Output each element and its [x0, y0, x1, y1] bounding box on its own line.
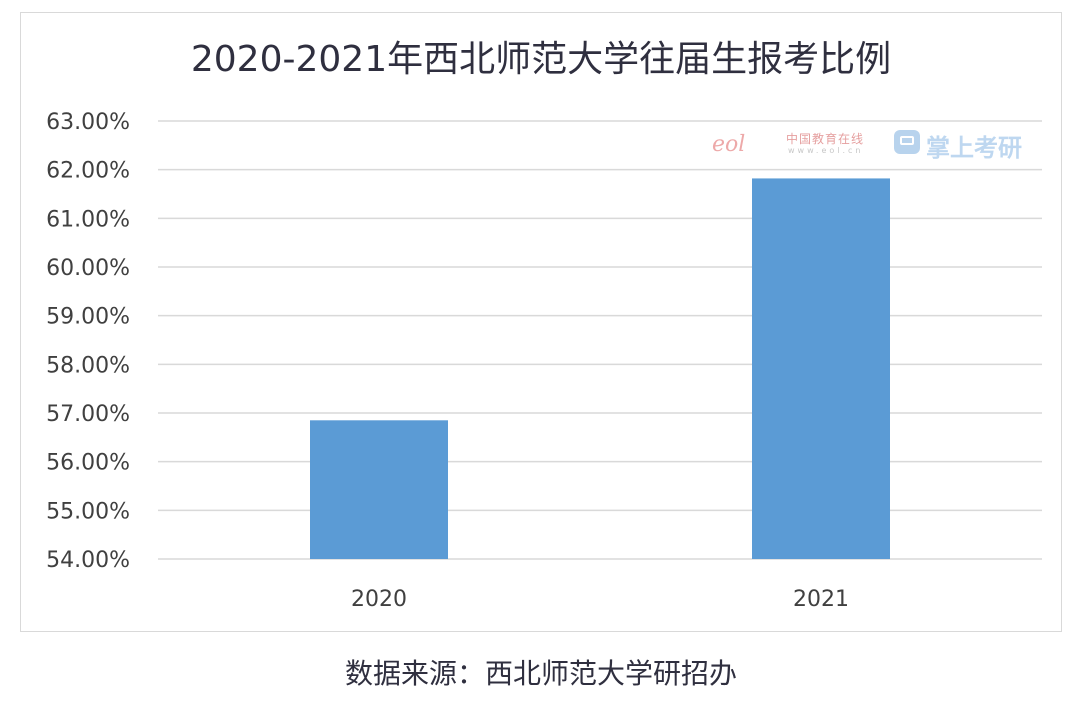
y-tick-label: 63.00% — [46, 110, 130, 135]
x-tick-label: 2021 — [793, 587, 849, 612]
eol-logo: eol — [712, 132, 746, 157]
y-tick-label: 60.00% — [46, 256, 130, 281]
y-tick-label: 54.00% — [46, 548, 130, 573]
y-tick-label: 57.00% — [46, 402, 130, 427]
y-tick-label: 61.00% — [46, 207, 130, 232]
y-tick-label: 59.00% — [46, 305, 130, 330]
watermark-url: www.eol.cn — [788, 146, 864, 155]
app-icon — [894, 130, 920, 154]
x-axis-ticks: 2020 2021 — [351, 587, 849, 612]
watermark: eol 中国教育在线 www.eol.cn 掌上考研 — [712, 128, 1042, 164]
y-tick-label: 62.00% — [46, 159, 130, 184]
bar-2021 — [752, 178, 890, 559]
y-tick-label: 58.00% — [46, 353, 130, 378]
bar-2020 — [310, 420, 448, 559]
bars — [310, 178, 890, 559]
chart-title: 2020-2021年西北师范大学往届生报考比例 — [190, 39, 892, 80]
y-axis-ticks: 54.00% 55.00% 56.00% 57.00% 58.00% 59.00% 60.0… — [46, 110, 130, 573]
watermark-brand: 掌上考研 — [926, 134, 1022, 162]
gridlines — [158, 120, 1042, 560]
y-tick-label: 56.00% — [46, 451, 130, 476]
data-source-note: 数据来源：西北师范大学研招办 — [344, 657, 737, 690]
y-tick-label: 55.00% — [46, 499, 130, 524]
x-tick-label: 2020 — [351, 587, 407, 612]
watermark-site-name: 中国教育在线 — [786, 132, 865, 146]
